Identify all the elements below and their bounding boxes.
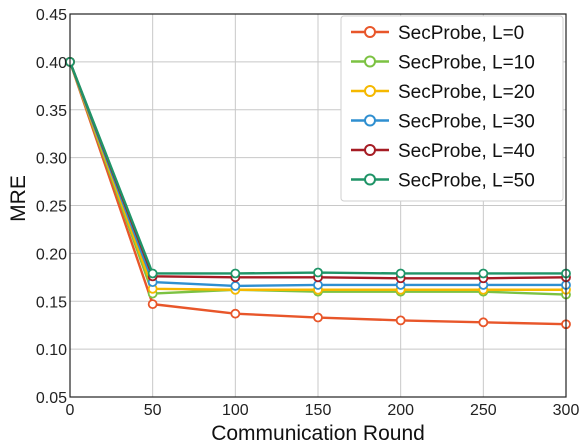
- y-tick-label: 0.35: [36, 103, 67, 120]
- legend-item: SecProbe, L=50: [351, 171, 535, 192]
- y-axis-title: MRE: [7, 175, 30, 222]
- y-tick-label: 0.10: [36, 342, 67, 359]
- data-point: [230, 268, 241, 279]
- x-tick-label: 300: [553, 402, 580, 419]
- data-point: [478, 317, 489, 328]
- y-tick-label: 0.05: [36, 390, 67, 407]
- legend-box: [340, 15, 564, 202]
- legend-item: SecProbe, L=10: [351, 53, 535, 74]
- legend-item: SecProbe, L=0: [351, 23, 524, 44]
- legend-label: SecProbe, L=10: [398, 53, 535, 74]
- data-point: [478, 268, 489, 279]
- legend-marker: [364, 114, 376, 127]
- plot-area-frame: [69, 13, 567, 398]
- legend-marker: [364, 85, 376, 97]
- x-tick-label: 100: [222, 402, 249, 419]
- x-tick-label: 150: [305, 402, 332, 419]
- y-tick-label: 0.40: [36, 55, 67, 72]
- legend-item: SecProbe, L=20: [351, 82, 535, 103]
- y-tick-label: 0.30: [36, 151, 67, 168]
- legend-marker: [364, 173, 376, 186]
- legend-label: SecProbe, L=30: [398, 112, 535, 133]
- data-point: [313, 312, 323, 323]
- x-axis-title: Communication Round: [211, 422, 425, 442]
- x-tick-label: 200: [387, 402, 414, 419]
- data-point: [313, 267, 323, 278]
- y-tick-label: 0.20: [36, 246, 67, 263]
- legend-label: SecProbe, L=40: [398, 141, 535, 162]
- data-point: [230, 308, 241, 319]
- legend-marker: [364, 26, 376, 38]
- x-tick-label: 0: [66, 402, 75, 419]
- x-tick-labels: 0 50 100 150 200 250 300: [66, 402, 580, 419]
- legend-marker: [364, 55, 376, 68]
- data-point: [395, 268, 406, 279]
- y-tick-label: 0.45: [36, 7, 67, 24]
- data-point: [147, 268, 158, 279]
- legend-label: SecProbe, L=0: [398, 23, 524, 44]
- legend-marker: [364, 144, 376, 156]
- legend-label: SecProbe, L=50: [398, 171, 535, 192]
- data-point: [147, 299, 158, 310]
- y-tick-label: 0.25: [36, 199, 67, 216]
- y-tick-label: 0.15: [36, 294, 67, 311]
- legend-label: SecProbe, L=20: [398, 82, 535, 103]
- x-tick-label: 50: [144, 402, 162, 419]
- legend: SecProbe, L=0 SecProbe, L=10 SecProbe, L=2…: [340, 15, 564, 202]
- data-point: [230, 281, 241, 291]
- data-point: [395, 315, 406, 326]
- legend-item: SecProbe, L=40: [351, 141, 535, 162]
- y-tick-labels: 0.05 0.10 0.15 0.20 0.25 0.30 0.35 0.40 0.45: [36, 7, 67, 407]
- x-tick-label: 250: [470, 402, 497, 419]
- legend-item: SecProbe, L=30: [351, 112, 535, 133]
